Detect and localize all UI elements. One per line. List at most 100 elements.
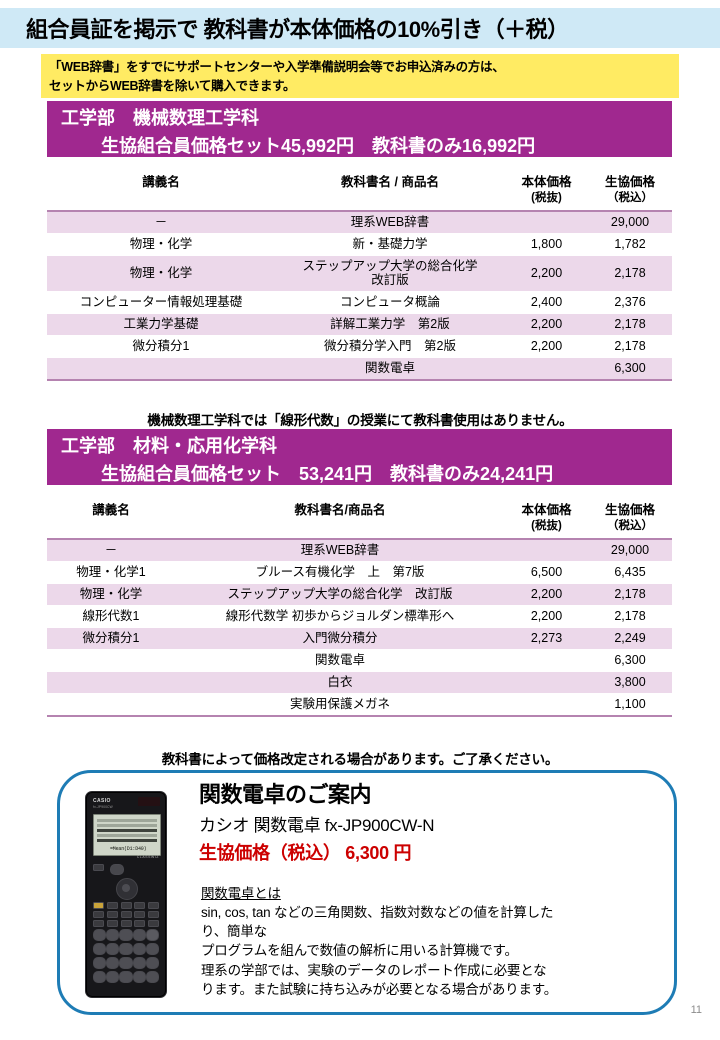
cell-price-main [505, 693, 588, 717]
calculator-keypad [91, 864, 161, 992]
note-mechanical-linear-algebra: 機械数理工学科では「線形代数」の授業にて教科書使用はありません。 [147, 413, 573, 428]
cell-lecture [47, 671, 175, 694]
column-header-price-coop-sub: （税込） [607, 191, 653, 204]
cell-price-coop: 2,376 [588, 291, 672, 314]
column-header-book: 教科書名/商品名 [175, 501, 505, 540]
calculator-description-line: プログラムを組んで数値の解析に用いる計算機です。 [201, 943, 518, 959]
cell-price-main: 1,800 [505, 233, 588, 256]
calculator-model-name: カシオ 関数電卓 fx-JP900CW-N [199, 816, 435, 836]
cell-price-main: 2,200 [505, 605, 588, 628]
page-title: 組合員証を掲示で 教科書が本体価格の10%引き（＋税） [26, 17, 569, 42]
cell-lecture: 工業力学基礎 [47, 313, 275, 336]
calculator-series-label: CLASSWIZ [136, 855, 159, 859]
column-header-price-coop: 生協価格 （税込） [588, 173, 672, 212]
textbook-table-mechanical: 講義名 教科書名 / 商品名 本体価格 (税抜) 生協価格 （税込） －理系WE… [47, 173, 672, 381]
cell-lecture: － [47, 539, 175, 562]
column-header-book: 教科書名 / 商品名 [275, 173, 505, 212]
cell-price-coop: 2,178 [588, 335, 672, 358]
department-price-mechanical: 生協組合員価格セット45,992円 教科書のみ16,992円 [101, 136, 536, 156]
cell-lecture: － [47, 211, 275, 234]
cell-book: 関数電卓 [275, 357, 505, 381]
calculator-description-line: ります。また試験に持ち込みが必要となる場合があります。 [201, 981, 557, 997]
table-row: 微分積分1 微分積分学入門 第2版 2,200 2,178 [47, 335, 672, 358]
cell-lecture: 物理・化学 [47, 233, 275, 256]
cell-lecture [47, 357, 275, 381]
cell-price-main: 6,500 [505, 561, 588, 584]
table-row: 物理・化学 ステップアップ大学の総合化学 改訂版 2,200 2,178 [47, 255, 672, 292]
cell-price-main: 2,273 [505, 627, 588, 650]
table-row: 物理・化学1 ブルース有機化学 上 第7版 6,500 6,435 [47, 561, 672, 584]
column-header-lecture: 講義名 [47, 501, 175, 540]
calculator-solar-panel [138, 797, 160, 806]
calculator-image: CASIO fx-JP900CW =Mean(D1:D40) CLASSWIZ [73, 785, 177, 1001]
cell-book: 理系WEB辞書 [175, 539, 505, 562]
cell-lecture: コンピューター情報処理基礎 [47, 291, 275, 314]
cell-lecture [47, 693, 175, 717]
cell-price-main: 2,200 [505, 255, 588, 292]
calculator-body: CASIO fx-JP900CW =Mean(D1:D40) CLASSWIZ [85, 791, 167, 998]
web-dictionary-note: 「WEB辞書」をすでにサポートセンターや入学準備説明会等でお申込済みの方は、 セ… [41, 54, 679, 98]
cell-price-main: 2,400 [505, 291, 588, 314]
column-header-price-coop-label: 生協価格 [604, 503, 655, 517]
column-header-lecture: 講義名 [47, 173, 275, 212]
web-dictionary-note-line1: 「WEB辞書」をすでにサポートセンターや入学準備説明会等でお申込済みの方は、 [49, 60, 505, 74]
cell-book: ステップアップ大学の総合化学 改訂版 [175, 583, 505, 606]
cell-price-coop: 2,178 [588, 255, 672, 292]
page-banner: 組合員証を掲示で 教科書が本体価格の10%引き（＋税） [0, 8, 720, 48]
cell-price-coop: 6,300 [588, 357, 672, 381]
table-row: 関数電卓 6,300 [47, 649, 672, 672]
cell-price-coop: 3,800 [588, 671, 672, 694]
cell-book: 理系WEB辞書 [275, 211, 505, 234]
column-header-price-coop: 生協価格 （税込） [588, 501, 672, 540]
cell-book: 新・基礎力学 [275, 233, 505, 256]
cell-price-main: 2,200 [505, 583, 588, 606]
cell-book: 入門微分積分 [175, 627, 505, 650]
calculator-description-heading: 関数電卓とは [201, 886, 281, 901]
table-row: 実験用保護メガネ 1,100 [47, 693, 672, 717]
note-price-revision: 教科書によって価格改定される場合があります。ご了承ください。 [161, 752, 559, 767]
department-header-mechanical: 工学部 機械数理工学科 生協組合員価格セット45,992円 教科書のみ16,99… [47, 101, 672, 157]
calculator-description-line: 理系の学部では、実験のデータのレポート作成に必要とな [201, 962, 547, 978]
column-header-price-coop-sub: （税込） [607, 519, 653, 532]
department-header-materials: 工学部 材料・応用化学科 生協組合員価格セット 53,241円 教科書のみ24,… [47, 429, 672, 485]
calculator-title: 関数電卓のご案内 [199, 782, 372, 807]
cell-lecture [47, 649, 175, 672]
calculator-model-label: fx-JP900CW [93, 805, 113, 809]
table-row: 白衣 3,800 [47, 671, 672, 694]
calculator-description: 関数電卓とは sin, cos, tan などの三角関数、指数対数などの値を計算… [201, 884, 671, 999]
table-row: 関数電卓 6,300 [47, 357, 672, 381]
page-number: 11 [690, 1004, 702, 1016]
table-row: 物理・化学 新・基礎力学 1,800 1,782 [47, 233, 672, 256]
table-row: 物理・化学 ステップアップ大学の総合化学 改訂版 2,200 2,178 [47, 583, 672, 606]
table-row: 微分積分1 入門微分積分 2,273 2,249 [47, 627, 672, 650]
column-header-price-main-label: 本体価格 [521, 175, 572, 189]
department-name-materials: 工学部 材料・応用化学科 [61, 436, 277, 456]
web-dictionary-note-line2: セットからWEB辞書を除いて購入できます。 [49, 79, 296, 94]
cell-book: 線形代数学 初歩からジョルダン標準形へ [175, 605, 505, 628]
cell-book: コンピュータ概論 [275, 291, 505, 314]
cell-book: 関数電卓 [175, 649, 505, 672]
cell-price-coop: 29,000 [588, 211, 672, 234]
cell-price-main [505, 211, 588, 234]
cell-price-coop: 2,178 [588, 583, 672, 606]
cell-price-main [505, 671, 588, 694]
column-header-price-main-label: 本体価格 [521, 503, 572, 517]
cell-price-main: 2,200 [505, 335, 588, 358]
cell-lecture: 物理・化学 [47, 255, 275, 292]
department-name-mechanical: 工学部 機械数理工学科 [61, 108, 259, 128]
cell-lecture: 物理・化学1 [47, 561, 175, 584]
cell-price-main [505, 649, 588, 672]
table-row: コンピューター情報処理基礎 コンピュータ概論 2,400 2,376 [47, 291, 672, 314]
table-header-row: 講義名 教科書名 / 商品名 本体価格 (税抜) 生協価格 （税込） [47, 173, 672, 212]
cell-price-coop: 6,435 [588, 561, 672, 584]
cell-lecture: 線形代数1 [47, 605, 175, 628]
cell-lecture: 微分積分1 [47, 627, 175, 650]
cell-price-coop: 6,300 [588, 649, 672, 672]
cell-price-coop: 29,000 [588, 539, 672, 562]
table-row: 工業力学基礎 詳解工業力学 第2版 2,200 2,178 [47, 313, 672, 336]
table-row: 線形代数1 線形代数学 初歩からジョルダン標準形へ 2,200 2,178 [47, 605, 672, 628]
column-header-price-coop-label: 生協価格 [604, 175, 655, 189]
calculator-description-line: り、簡単な [201, 924, 267, 940]
column-header-price-main-sub: (税抜) [531, 191, 562, 204]
table-row: －理系WEB辞書 29,000 [47, 539, 672, 562]
